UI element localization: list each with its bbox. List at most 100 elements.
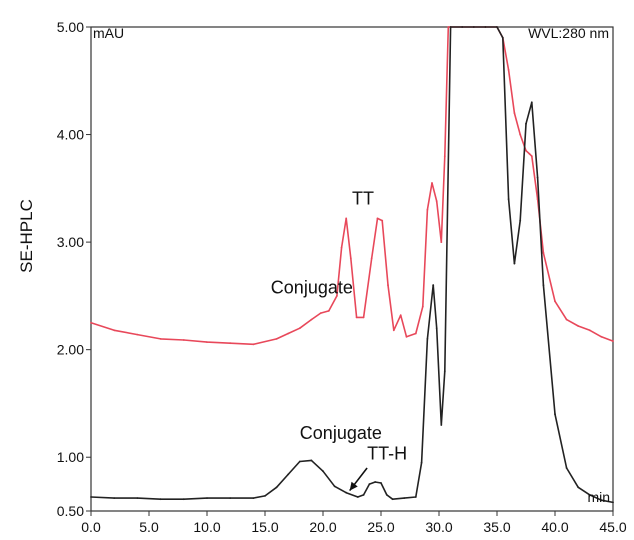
data-point xyxy=(528,153,531,155)
x-tick-label: 25.0 xyxy=(367,519,394,535)
data-point xyxy=(159,498,162,501)
x-tick-label: 5.0 xyxy=(139,519,159,535)
data-point xyxy=(530,101,533,104)
data-point xyxy=(310,318,313,321)
annotation-label: Conjugate xyxy=(300,423,382,443)
data-point xyxy=(588,329,591,332)
y-unit-label: mAU xyxy=(93,25,124,41)
y-tick-label: 2.00 xyxy=(57,342,84,358)
data-point xyxy=(287,332,290,335)
data-point xyxy=(403,497,406,499)
data-point xyxy=(345,491,348,494)
annotation-label: TT xyxy=(352,188,374,208)
y-tick-label: 3.00 xyxy=(57,234,84,250)
wavelength-label: WVL:280 nm xyxy=(528,25,609,41)
data-point xyxy=(443,370,446,373)
x-tick-label: 15.0 xyxy=(251,519,278,535)
annotation-arrowhead xyxy=(349,481,358,491)
data-point xyxy=(565,467,568,469)
data-point xyxy=(392,329,395,332)
data-point xyxy=(113,497,116,499)
data-point xyxy=(542,252,545,254)
data-point xyxy=(298,460,301,463)
data-point xyxy=(310,459,313,462)
data-point xyxy=(525,149,527,152)
y-axis-label: SE-HPLC xyxy=(17,199,36,273)
data-point xyxy=(440,424,443,426)
x-tick-label: 20.0 xyxy=(309,519,336,535)
x-tick-label: 10.0 xyxy=(193,519,220,535)
x-unit-label: min xyxy=(587,489,610,505)
data-point xyxy=(349,257,352,260)
data-point xyxy=(432,284,435,286)
data-point xyxy=(206,341,208,343)
data-point xyxy=(264,495,266,497)
data-point xyxy=(206,497,208,499)
data-point xyxy=(275,338,278,340)
data-point xyxy=(426,338,429,340)
x-tick-label: 45.0 xyxy=(599,519,626,535)
data-point xyxy=(376,217,379,220)
data-point xyxy=(519,219,522,222)
data-point xyxy=(440,241,443,244)
data-point xyxy=(565,318,568,321)
data-point xyxy=(136,333,139,336)
data-point xyxy=(136,497,139,499)
data-point xyxy=(298,327,301,330)
data-point xyxy=(362,494,365,496)
data-point xyxy=(507,198,510,201)
data-point xyxy=(414,332,417,335)
x-tick-label: 40.0 xyxy=(541,519,568,535)
data-point xyxy=(447,26,450,28)
data-point xyxy=(113,329,116,332)
data-point xyxy=(554,413,556,416)
data-point xyxy=(340,246,343,249)
data-point xyxy=(159,338,162,340)
data-point xyxy=(229,342,232,345)
x-tick-label: 35.0 xyxy=(483,519,510,535)
x-tick-label: 0.0 xyxy=(81,519,101,535)
data-point xyxy=(542,284,545,286)
data-point xyxy=(588,494,591,496)
data-point xyxy=(536,176,539,179)
data-point xyxy=(600,499,603,502)
y-tick-label: 1.00 xyxy=(57,449,84,465)
data-point xyxy=(387,284,389,286)
data-point xyxy=(319,312,322,314)
data-point xyxy=(229,497,232,499)
data-point xyxy=(381,219,384,222)
data-point xyxy=(252,343,255,346)
annotation-label: Conjugate xyxy=(271,278,353,298)
data-point xyxy=(336,295,338,297)
data-point xyxy=(426,208,429,211)
data-point xyxy=(345,217,348,220)
data-point xyxy=(507,69,510,71)
data-point xyxy=(182,498,185,501)
data-point xyxy=(577,325,580,327)
data-point xyxy=(322,470,324,473)
data-point xyxy=(356,496,359,498)
data-point xyxy=(496,26,498,28)
data-point xyxy=(368,483,371,485)
data-point xyxy=(472,26,475,28)
x-tick-label: 30.0 xyxy=(425,519,452,535)
data-point xyxy=(525,122,527,125)
plot-frame xyxy=(90,26,614,512)
data-point xyxy=(362,316,365,319)
data-point xyxy=(513,262,516,265)
data-point xyxy=(612,501,614,504)
data-point xyxy=(374,481,377,483)
data-point xyxy=(600,335,603,338)
annotation-label: TT-H xyxy=(367,443,407,463)
data-point xyxy=(90,496,92,498)
data-point xyxy=(519,133,522,136)
data-point xyxy=(443,155,446,158)
data-point xyxy=(391,498,394,501)
data-point xyxy=(405,335,408,338)
data-point xyxy=(501,36,504,39)
data-point xyxy=(612,340,614,342)
data-point xyxy=(287,473,290,476)
